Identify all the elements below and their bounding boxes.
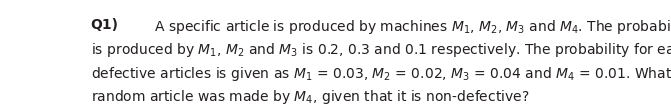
Text: is produced by $M_1$, $M_2$ and $M_3$ is 0.2, 0.3 and 0.1 respectively. The prob: is produced by $M_1$, $M_2$ and $M_3$ is… (91, 41, 671, 59)
Text: random article was made by $M_4$, given that it is non-defective?: random article was made by $M_4$, given … (91, 88, 529, 106)
Text: Q1): Q1) (91, 18, 119, 32)
Text: A specific article is produced by machines $M_1$, $M_2$, $M_3$ and $M_4$. The pr: A specific article is produced by machin… (119, 18, 671, 36)
Text: defective articles is given as $M_1$ = 0.03, $M_2$ = 0.02, $M_3$ = 0.04 and $M_4: defective articles is given as $M_1$ = 0… (91, 65, 671, 83)
